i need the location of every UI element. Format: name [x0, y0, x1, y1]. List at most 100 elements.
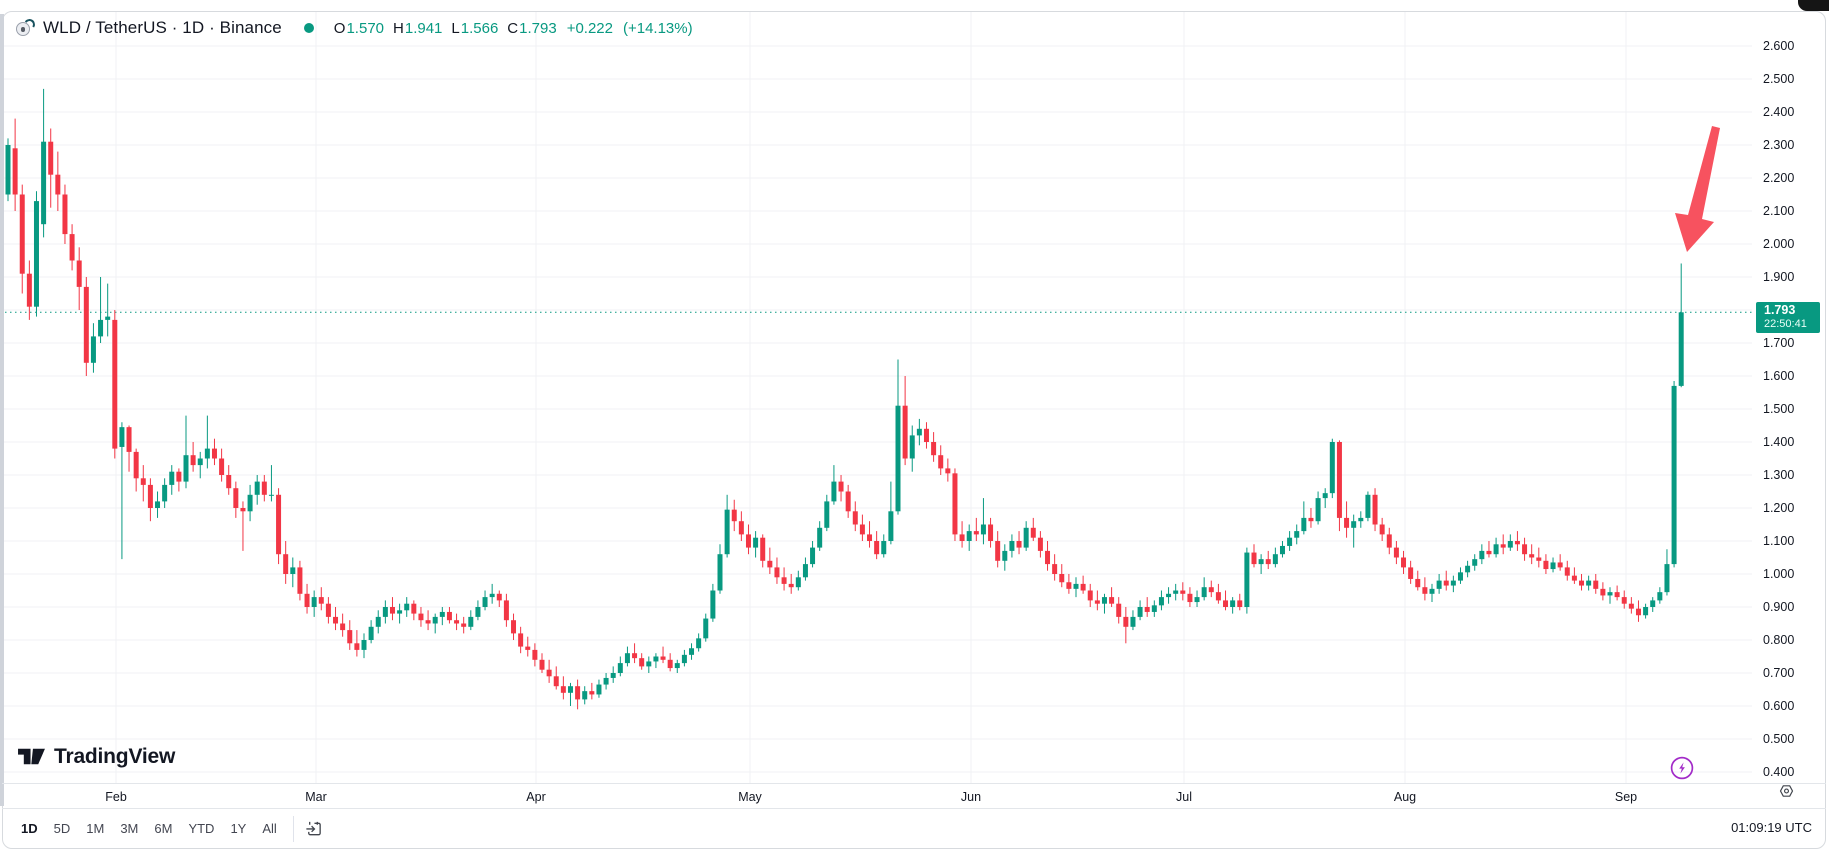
range-button-ytd[interactable]: YTD — [188, 821, 215, 836]
range-button-5d[interactable]: 5D — [53, 821, 71, 836]
candle-body — [1144, 607, 1150, 612]
candle-body — [952, 473, 958, 535]
candle-body — [503, 600, 509, 621]
candle-body — [354, 643, 360, 650]
candle-body — [226, 475, 232, 489]
range-button-1y[interactable]: 1Y — [230, 821, 247, 836]
candle-body — [1294, 531, 1300, 538]
range-button-1d[interactable]: 1D — [21, 821, 38, 836]
candle-body — [1443, 580, 1449, 586]
gear-icon[interactable] — [1778, 783, 1795, 799]
candle-body — [881, 541, 887, 555]
candle-body — [219, 458, 225, 475]
candle-body — [1023, 527, 1029, 548]
go-to-date-button[interactable] — [303, 818, 325, 840]
time-tick-label: Apr — [526, 790, 546, 804]
candle-body — [1415, 578, 1421, 588]
candle-body — [461, 623, 467, 627]
candle-body — [1557, 562, 1563, 568]
candle-body — [482, 597, 488, 607]
candle-body — [69, 234, 75, 261]
tradingview-logo[interactable]: TradingView — [18, 744, 175, 769]
candle-body — [411, 603, 417, 614]
candle-body — [318, 597, 324, 604]
candle-body — [845, 491, 851, 512]
candle-body — [33, 201, 39, 307]
candle-body — [1230, 600, 1236, 607]
candle-body — [959, 534, 965, 541]
candle-body — [276, 494, 282, 555]
candle-body — [895, 405, 901, 512]
candle-body — [1151, 605, 1157, 612]
range-button-1m[interactable]: 1M — [86, 821, 105, 836]
candle-body — [1244, 552, 1250, 607]
candle-body — [1579, 580, 1585, 586]
candle-body — [1351, 521, 1357, 528]
candle-body — [945, 468, 951, 474]
timezone-clock[interactable]: 01:09:19 UTC — [1731, 820, 1812, 835]
range-button-6m[interactable]: 6M — [154, 821, 173, 836]
symbol-title[interactable]: WLD / TetherUS · 1D · Binance — [43, 18, 282, 37]
candle-body — [162, 484, 168, 502]
candle-body — [596, 684, 602, 695]
candle-body — [311, 597, 317, 607]
candle-body — [1251, 552, 1257, 565]
candle-body — [1522, 544, 1528, 555]
candle-body — [454, 620, 460, 624]
range-button-3m[interactable]: 3M — [120, 821, 139, 836]
left-scrollbar-strip[interactable] — [0, 14, 4, 806]
gridlines — [0, 11, 1752, 783]
lightning-icon[interactable] — [1670, 756, 1694, 780]
candle-body — [1678, 312, 1684, 386]
time-tick-label: Jul — [1176, 790, 1192, 804]
candle-body — [1465, 565, 1471, 573]
last-price-badge[interactable]: 1.793 22:50:41 — [1756, 302, 1820, 334]
candle-body — [1052, 564, 1058, 574]
candlestick-series — [5, 88, 1684, 710]
candle-body — [738, 521, 744, 535]
date-range-buttons: 1D 5D 1M 3M 6M YTD 1Y All — [14, 817, 284, 840]
candle-body — [340, 623, 346, 631]
candle-body — [1180, 590, 1186, 594]
tradingview-mark-icon — [18, 748, 45, 765]
candle-body — [261, 481, 267, 495]
candle-body — [1507, 541, 1513, 548]
price-tick-label: 2.000 — [1763, 237, 1795, 251]
close-value: 1.793 — [519, 19, 557, 37]
candle-body — [624, 653, 630, 664]
candle-body — [681, 654, 687, 664]
candle-body — [1379, 524, 1385, 535]
candle-body — [1621, 597, 1627, 604]
candle-body — [204, 448, 210, 459]
candle-body — [724, 509, 730, 555]
candle-body — [1529, 554, 1535, 558]
range-button-all[interactable]: All — [262, 821, 277, 836]
candle-body — [211, 448, 217, 459]
candle-body — [133, 451, 139, 479]
candle-body — [1215, 592, 1221, 601]
candle-body — [1329, 442, 1335, 494]
candle-body — [525, 646, 531, 650]
price-tick-label: 1.600 — [1763, 369, 1795, 383]
candle-body — [176, 471, 182, 482]
candle-body — [1393, 547, 1399, 558]
candle-body — [375, 616, 381, 627]
candle-body — [973, 531, 979, 535]
candle-body — [874, 541, 880, 555]
candle-body — [1650, 600, 1656, 607]
candle-body — [283, 554, 289, 574]
candle-body — [1030, 527, 1036, 538]
market-status-dot[interactable] — [303, 23, 314, 33]
open-value: 1.570 — [346, 19, 385, 37]
candle-body — [1336, 442, 1342, 518]
candle-body — [1401, 557, 1407, 568]
change-percent: (+14.13%) — [622, 19, 693, 37]
price-tick-label: 1.200 — [1763, 501, 1795, 515]
candle-body — [923, 428, 929, 442]
candle-body — [988, 524, 994, 541]
candle-body — [1037, 537, 1043, 551]
annotation-arrow — [1675, 126, 1720, 252]
candle-body — [1173, 590, 1179, 594]
candle-body — [19, 194, 25, 274]
